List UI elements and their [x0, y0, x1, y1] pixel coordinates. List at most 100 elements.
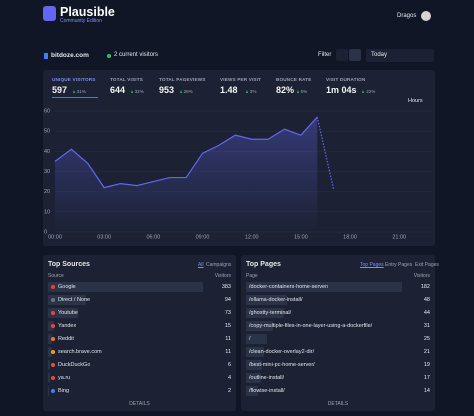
- row-value: 6: [227, 362, 231, 368]
- tab[interactable]: Top Pages: [360, 262, 384, 268]
- source-icon: [51, 350, 55, 354]
- chart: 0 10 20 30 40 50 60 00:00 03:00 06:00 09:00 12:00 15…: [44, 108, 432, 240]
- row-bar: [246, 282, 402, 292]
- row-label[interactable]: Direct / None: [58, 297, 91, 303]
- row-label[interactable]: Yandex: [58, 323, 77, 329]
- details-button[interactable]: DETAILS: [327, 401, 349, 407]
- stat-label: VISIT DURATION: [326, 77, 366, 82]
- tab[interactable]: Entry Pages: [385, 262, 413, 268]
- row-label[interactable]: /clean-docker-overlay2-dir/: [249, 349, 315, 355]
- source-icon: [51, 324, 55, 328]
- stat-arrow: [362, 89, 365, 93]
- stat-value: 597: [52, 85, 68, 95]
- row-label[interactable]: Youtube: [58, 310, 78, 316]
- stat-change: 31%: [76, 88, 86, 94]
- y-tick-label: 60: [44, 108, 50, 114]
- tab[interactable]: Campaigns: [206, 262, 232, 268]
- stat-label: TOTAL PAGEVIEWS: [159, 77, 206, 82]
- tab[interactable]: All: [198, 262, 204, 268]
- column-header: Visitors: [214, 273, 231, 279]
- x-tick-label: 12:00: [245, 234, 259, 240]
- row-label[interactable]: Bing: [58, 388, 70, 394]
- next-button[interactable]: [349, 49, 361, 61]
- row-label[interactable]: Google: [58, 284, 76, 290]
- row-bar: [48, 308, 78, 318]
- y-tick-label: 10: [44, 209, 50, 215]
- row-label[interactable]: /outline-install/: [249, 375, 285, 381]
- stat-underline: [52, 97, 98, 98]
- details-button[interactable]: DETAILS: [129, 401, 150, 407]
- row-label[interactable]: /ollama-docker-install/: [249, 297, 303, 303]
- x-tick-label: 06:00: [146, 234, 160, 240]
- row-value: 25: [423, 336, 430, 342]
- row-bar: [246, 334, 268, 344]
- row-value: 2: [227, 388, 231, 394]
- stat-label: BOUNCE RATE: [276, 77, 312, 82]
- current-visitors[interactable]: 2 current visitors: [114, 52, 159, 58]
- row-bar: [246, 321, 273, 331]
- brand: Plausible: [60, 5, 115, 19]
- row-label[interactable]: ya.ru: [58, 375, 71, 381]
- row-bar: [48, 347, 53, 357]
- filter-button[interactable]: Filter: [318, 52, 332, 58]
- row-bar: [246, 347, 264, 357]
- stat-label: UNIQUE VISITORS: [52, 77, 96, 82]
- row-value: 73: [224, 310, 231, 316]
- row-bar: [48, 386, 49, 396]
- source-icon: [51, 298, 55, 302]
- card-title: Top Pages: [246, 261, 281, 268]
- row-bar: [246, 386, 258, 396]
- stat-change: 28%: [183, 88, 193, 94]
- row-value: 4: [227, 375, 231, 381]
- stat-change: 3%: [249, 88, 257, 94]
- row-label[interactable]: DuckDuckGo: [58, 362, 91, 368]
- row-label[interactable]: /ghostty-terminal/: [249, 310, 292, 316]
- tab[interactable]: Exit Pages: [415, 262, 439, 268]
- source-icon: [51, 285, 55, 289]
- row-value: 182: [420, 284, 430, 290]
- x-tick-label: 00:00: [48, 234, 62, 240]
- stat-change: 32%: [134, 88, 144, 94]
- row-label[interactable]: /docker-containers-home-server/: [249, 284, 329, 290]
- row-bar: [48, 334, 53, 344]
- row-bar: [246, 373, 261, 383]
- stat-value: 82%: [276, 85, 295, 95]
- column-header: Page: [246, 273, 258, 279]
- source-icon: [51, 363, 55, 367]
- stat-value: 953: [159, 85, 175, 95]
- row-label[interactable]: /flowise-install/: [249, 388, 285, 394]
- row-label[interactable]: search.brave.com: [58, 349, 102, 355]
- prev-button[interactable]: [336, 49, 348, 61]
- x-tick-label: 09:00: [196, 234, 210, 240]
- row-value: 21: [423, 349, 430, 355]
- stat-arrow: [179, 89, 182, 93]
- user-name[interactable]: Dragos: [397, 13, 417, 19]
- stat-arrow: [296, 89, 299, 93]
- y-tick-label: 20: [44, 189, 50, 195]
- avatar[interactable]: [421, 11, 431, 21]
- row-label[interactable]: /best-mini-pc-home-server/: [249, 362, 315, 368]
- row-value: 383: [221, 284, 231, 290]
- interval-select[interactable]: Hours: [408, 98, 423, 104]
- stat-value: 644: [110, 85, 126, 95]
- row-bar: [246, 360, 263, 370]
- row-value: 15: [224, 323, 231, 329]
- row-bar: [246, 295, 288, 305]
- stat-arrow: [130, 89, 133, 93]
- period-select[interactable]: Today: [366, 49, 434, 62]
- site[interactable]: bitdoze.com: [51, 52, 89, 59]
- row-bar: [246, 308, 284, 318]
- row-value: 31: [423, 323, 430, 329]
- line-incomplete: [316, 116, 335, 190]
- row-bar: [48, 295, 87, 305]
- site-icon: [44, 53, 48, 59]
- live-dot: [107, 54, 111, 58]
- row-bar: [48, 360, 51, 370]
- column-header: Source: [48, 273, 64, 279]
- stat-label: VIEWS PER VISIT: [220, 77, 262, 82]
- row-bar: [48, 373, 50, 383]
- row-label[interactable]: Reddit: [58, 336, 74, 342]
- area: [55, 117, 318, 232]
- row-label[interactable]: /: [249, 336, 251, 342]
- row-label[interactable]: /copy-multiple-files-in-one-layer-using-…: [249, 323, 373, 329]
